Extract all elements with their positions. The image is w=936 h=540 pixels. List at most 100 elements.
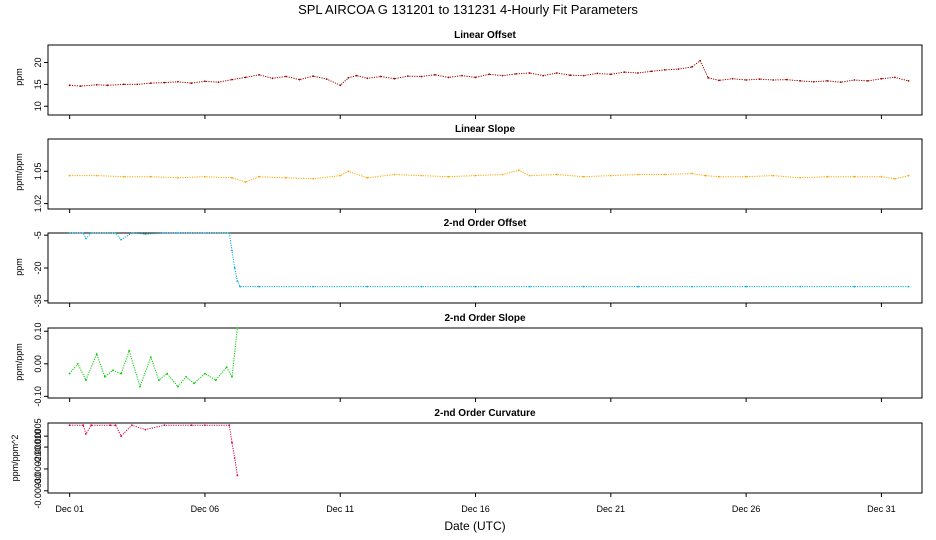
data-point bbox=[609, 174, 612, 177]
data-point bbox=[258, 73, 260, 76]
data-point bbox=[258, 285, 260, 288]
data-point bbox=[745, 285, 747, 288]
data-point bbox=[853, 79, 856, 81]
data-point bbox=[420, 174, 423, 177]
data-point bbox=[366, 77, 369, 80]
data-point bbox=[488, 73, 490, 76]
y-tick-label: -20 bbox=[33, 261, 43, 274]
data-point bbox=[68, 424, 71, 427]
data-point bbox=[76, 362, 79, 365]
data-point bbox=[185, 375, 187, 378]
data-point bbox=[528, 174, 531, 177]
data-point bbox=[623, 71, 626, 73]
data-point bbox=[731, 77, 734, 80]
data-point bbox=[420, 75, 423, 78]
data-point bbox=[95, 353, 98, 355]
data-point bbox=[163, 81, 166, 84]
data-point bbox=[204, 232, 206, 234]
data-point bbox=[691, 285, 693, 288]
data-point bbox=[82, 424, 85, 427]
ylabel-2nd-order-slope: ppm/ppm bbox=[14, 343, 24, 381]
data-point bbox=[474, 174, 477, 177]
data-point bbox=[166, 372, 169, 375]
data-point bbox=[474, 76, 477, 79]
data-point bbox=[177, 232, 179, 234]
y-tick-label: -0.00005 bbox=[33, 418, 43, 454]
data-point bbox=[867, 80, 869, 82]
x-axis-tick-labels: Dec 01 Dec 06 Dec 11 Dec 16 Dec 21 Dec 26 Dec … bbox=[55, 504, 895, 514]
data-point bbox=[158, 379, 160, 381]
data-point bbox=[177, 176, 179, 179]
series-linear-offset bbox=[68, 59, 910, 87]
data-point bbox=[880, 175, 883, 178]
x-tick-label: Dec 31 bbox=[867, 504, 896, 514]
y-tick-label: 1.05 bbox=[33, 163, 43, 181]
y-axis-linear-slope: 1.02 1.05 bbox=[33, 163, 48, 212]
series-2nd-order-slope bbox=[68, 327, 239, 389]
data-point bbox=[214, 379, 217, 381]
data-point bbox=[355, 74, 358, 77]
data-point bbox=[826, 80, 829, 82]
x-tick-label: Dec 06 bbox=[191, 504, 220, 514]
data-point bbox=[907, 80, 910, 82]
data-point bbox=[799, 176, 802, 179]
y-tick-label: -0.10 bbox=[33, 386, 43, 407]
x-axis-linear-slope bbox=[69, 209, 882, 213]
data-point bbox=[68, 174, 71, 177]
data-point bbox=[236, 327, 239, 329]
data-point bbox=[120, 238, 122, 241]
panel-2nd-order-offset: 2-nd Order Offset ppm -5 -20 -35 bbox=[14, 218, 923, 307]
data-point bbox=[677, 68, 680, 70]
data-point bbox=[120, 372, 122, 375]
data-point bbox=[204, 80, 206, 83]
panel-title-2nd-order-slope: 2-nd Order Slope bbox=[444, 313, 526, 324]
y-tick-label: -35 bbox=[33, 294, 43, 307]
data-point bbox=[204, 372, 206, 375]
data-point bbox=[231, 249, 233, 252]
ylabel-linear-slope: ppm/ppm bbox=[14, 153, 24, 191]
data-point bbox=[312, 177, 315, 180]
data-point bbox=[393, 173, 396, 176]
data-point bbox=[582, 285, 585, 288]
y-tick-label: 15 bbox=[33, 79, 43, 89]
ylabel-2nd-order-offset: ppm bbox=[14, 258, 24, 276]
data-point bbox=[285, 75, 287, 78]
data-point bbox=[177, 385, 179, 388]
data-point bbox=[233, 457, 236, 459]
data-point bbox=[68, 372, 71, 375]
data-point bbox=[85, 379, 87, 381]
data-point bbox=[907, 174, 910, 177]
data-point bbox=[339, 174, 342, 177]
panel-title-linear-slope: Linear Slope bbox=[455, 124, 515, 135]
data-point bbox=[347, 76, 350, 79]
data-point bbox=[244, 181, 247, 184]
data-point bbox=[528, 72, 531, 74]
data-point bbox=[894, 76, 896, 79]
data-point bbox=[707, 76, 710, 79]
series-line bbox=[69, 169, 909, 183]
data-point bbox=[144, 233, 147, 236]
data-point bbox=[699, 59, 701, 62]
data-point bbox=[271, 77, 274, 80]
data-point bbox=[799, 285, 802, 288]
data-point bbox=[366, 285, 369, 288]
y-tick-label: -0.00020 bbox=[33, 451, 43, 487]
data-point bbox=[434, 73, 436, 76]
series-line bbox=[69, 60, 909, 87]
data-point bbox=[894, 177, 896, 180]
x-tick-label: Dec 16 bbox=[461, 504, 490, 514]
panel-2nd-order-slope: 2-nd Order Slope ppm/ppm -0.10 0.00 0.10 bbox=[14, 313, 923, 407]
series-line bbox=[69, 232, 909, 288]
data-point bbox=[582, 74, 585, 77]
data-point bbox=[555, 72, 558, 74]
data-point bbox=[85, 433, 87, 435]
figure-title: SPL AIRCOA G 131201 to 131231 4-Hourly F… bbox=[298, 2, 638, 17]
data-point bbox=[79, 85, 82, 87]
data-point bbox=[609, 73, 612, 76]
data-point bbox=[569, 74, 572, 77]
plot-frame-linear-offset bbox=[47, 44, 923, 116]
data-point bbox=[177, 80, 179, 83]
panel-title-2nd-order-offset: 2-nd Order Offset bbox=[444, 218, 527, 229]
data-point bbox=[812, 80, 815, 83]
data-point bbox=[312, 285, 315, 288]
